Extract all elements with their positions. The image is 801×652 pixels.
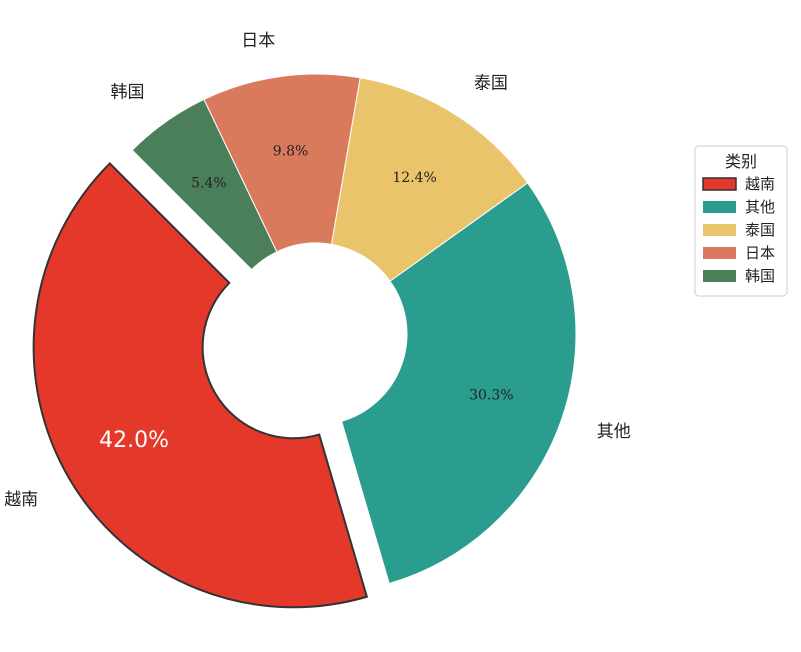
legend-label-japan: 日本 (745, 244, 775, 262)
percent-label-japan: 9.8% (273, 143, 309, 159)
slices-group (32, 73, 577, 609)
category-label-japan: 日本 (241, 31, 275, 51)
category-label-other: 其他 (597, 422, 631, 442)
legend-swatch-korea (703, 270, 736, 282)
legend-swatch-vietnam (702, 177, 737, 191)
percent-labels-group: 42.0% 30.3% 12.4% 9.8% 5.4% (99, 143, 513, 453)
legend-label-thailand: 泰国 (745, 221, 775, 239)
slice-other (340, 182, 577, 585)
slice-vietnam (32, 162, 369, 609)
legend-swatch-japan (703, 247, 736, 259)
slice-korea (131, 98, 278, 271)
percent-label-korea: 5.4% (191, 176, 227, 192)
category-label-thailand: 泰国 (474, 73, 508, 93)
category-label-vietnam: 越南 (4, 490, 38, 510)
slice-thailand (330, 77, 529, 282)
legend-swatch-thailand (703, 224, 736, 236)
legend-swatch-other (703, 201, 736, 213)
percent-label-other: 30.3% (469, 388, 513, 404)
legend-label-other: 其他 (745, 198, 775, 216)
percent-label-vietnam: 42.0% (99, 428, 169, 453)
legend-label-vietnam: 越南 (745, 175, 775, 193)
legend-label-korea: 韩国 (745, 267, 775, 285)
legend-title: 类别 (725, 152, 757, 171)
percent-label-thailand: 12.4% (392, 170, 436, 186)
category-label-korea: 韩国 (111, 83, 145, 103)
